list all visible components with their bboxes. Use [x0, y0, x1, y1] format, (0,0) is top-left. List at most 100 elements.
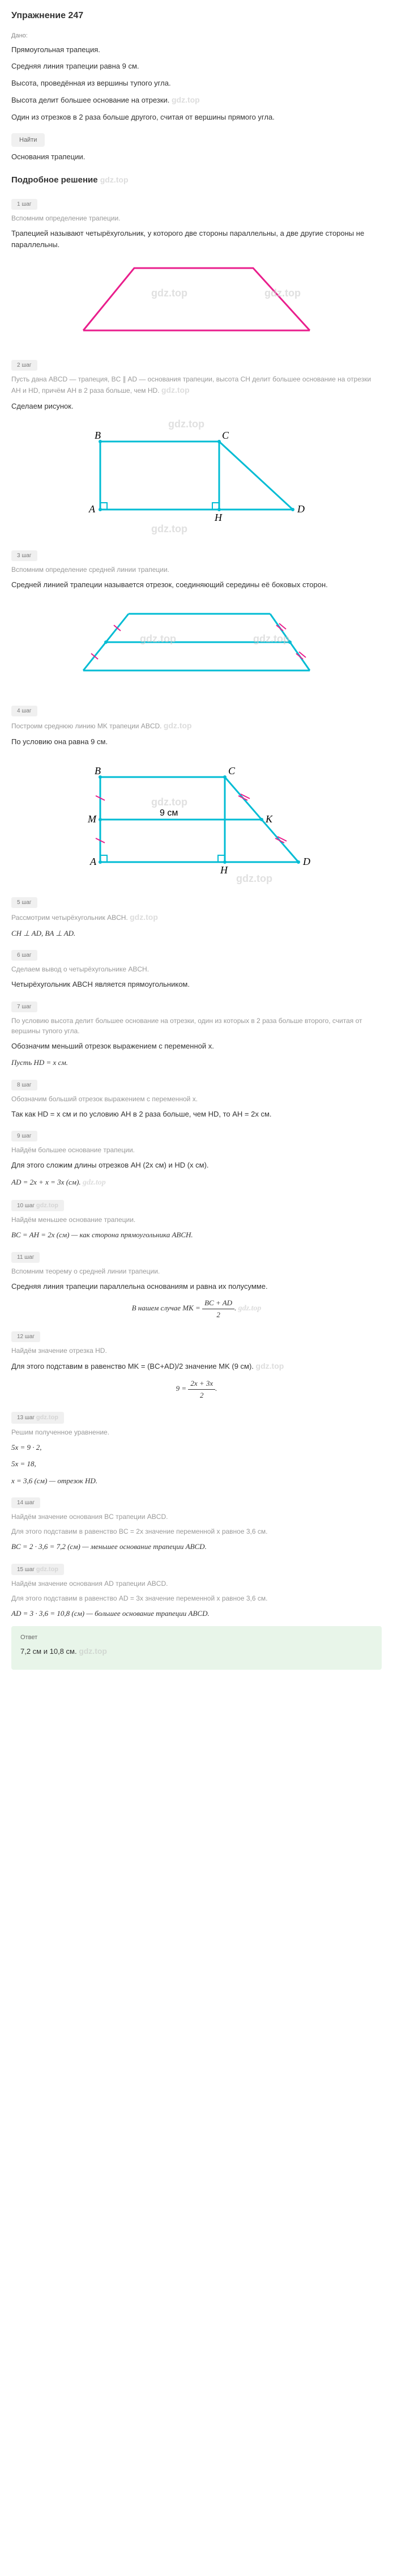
step-badge: 3 шаг — [11, 550, 37, 561]
step-grey: Найдём значение основания AD трапеции AB… — [11, 1578, 382, 1589]
step-text: Для этого подставим в равенство BC = 2x … — [11, 1526, 382, 1537]
svg-text:B: B — [95, 765, 101, 776]
step-badge: 12 шаг — [11, 1331, 40, 1342]
step-text: 5x = 9 · 2, — [11, 1442, 382, 1453]
step-grey: Решим полученное уравнение. — [11, 1427, 382, 1437]
given-line: Один из отрезков в 2 раза больше другого… — [11, 112, 382, 123]
step-text: Четырёхугольник ABCH является прямоуголь… — [11, 979, 382, 990]
watermark: gdz.top — [256, 1361, 284, 1370]
step-text: Сделаем рисунок. — [11, 401, 382, 412]
svg-text:D: D — [297, 503, 305, 515]
figure-trapezoid-pink: gdz.top gdz.top — [66, 257, 327, 347]
watermark: gdz.top — [79, 1646, 107, 1656]
svg-text:M: M — [87, 813, 97, 825]
step-text: Для этого сложим длины отрезков AH (2x с… — [11, 1160, 382, 1171]
step-text: Средней линией трапеции называется отрез… — [11, 579, 382, 591]
step-extra: BC = 2 · 3,6 = 7,2 (см) — меньшее основа… — [11, 1541, 382, 1552]
formula-mk: В нашем случае MK = BC + AD2. gdz.top — [11, 1297, 382, 1320]
svg-text:gdz.top: gdz.top — [253, 633, 289, 644]
watermark: gdz.top — [238, 1304, 262, 1313]
svg-text:A: A — [88, 503, 96, 515]
watermark: gdz.top — [161, 385, 190, 394]
step-badge: 10 шаг gdz.top — [11, 1200, 64, 1212]
step-text: CH ⊥ AD, BA ⊥ AD. — [11, 928, 382, 939]
svg-text:9 см: 9 см — [160, 808, 178, 818]
step-grey: Найдём значение отрезка HD. — [11, 1346, 382, 1356]
svg-text:B: B — [95, 430, 101, 441]
watermark: gdz.top — [164, 721, 192, 730]
watermark: gdz.top — [83, 1178, 106, 1187]
step-badge: 6 шаг — [11, 950, 37, 961]
step-badge: 2 шаг — [11, 360, 37, 371]
answer-box: Ответ 7,2 см и 10,8 см. gdz.top — [11, 1626, 382, 1670]
step-extra: 5x = 18, — [11, 1458, 382, 1470]
step-text: Трапецией называют четырёхугольник, у ко… — [11, 228, 382, 250]
watermark: gdz.top — [36, 1566, 58, 1573]
watermark: gdz.top — [100, 175, 129, 184]
answer-text: 7,2 см и 10,8 см. gdz.top — [20, 1645, 373, 1657]
svg-text:A: A — [89, 856, 97, 867]
watermark: gdz.top — [36, 1202, 58, 1209]
step-grey: Построим среднюю линию MK трапеции ABCD.… — [11, 720, 382, 732]
step-extra: AD = 3 · 3,6 = 10,8 (см) — большее основ… — [11, 1608, 382, 1619]
figure-abcd-h: gdz.top A B C D H gdz.top — [66, 419, 327, 538]
given-line: Высота делит большее основание на отрезк… — [11, 94, 382, 106]
figure-trapezoid-midline: gdz.top gdz.top — [66, 597, 327, 693]
step-badge: 5 шаг — [11, 897, 37, 908]
svg-text:C: C — [222, 430, 229, 441]
step-extra: AD = 2x + x = 3x (см). gdz.top — [11, 1177, 382, 1189]
step-grey: Пусть дана ABCD — трапеция, BC ∥ AD — ос… — [11, 374, 382, 396]
step-text: Обозначим меньший отрезок выражением с п… — [11, 1041, 382, 1052]
step-text: Для этого подставим в равенство MK = (BC… — [11, 1360, 382, 1372]
step-badge: 9 шаг — [11, 1131, 37, 1141]
given-line: Прямоугольная трапеция. — [11, 44, 382, 56]
figure-abcd-mk: A B C D H M K 9 см gdz.top gdz.top — [66, 754, 327, 885]
given-line: Высота, проведённая из вершины тупого уг… — [11, 78, 382, 89]
find-text: Основания трапеции. — [11, 151, 382, 163]
step-extra: Пусть HD = x см. — [11, 1057, 382, 1068]
svg-text:gdz.top: gdz.top — [236, 873, 272, 884]
svg-text:gdz.top: gdz.top — [264, 287, 301, 299]
step-text: BC = AH = 2x (см) — как сторона прямоуго… — [11, 1229, 382, 1241]
step-grey: По условию высота делит большее основани… — [11, 1016, 382, 1036]
step-badge: 14 шаг — [11, 1497, 40, 1508]
step-text: Для этого подставим в равенство AD = 3x … — [11, 1593, 382, 1603]
given-label: Дано: — [11, 31, 28, 41]
given-line: Средняя линия трапеции равна 9 см. — [11, 61, 382, 72]
step-badge: 8 шаг — [11, 1080, 37, 1090]
svg-text:H: H — [214, 512, 223, 523]
answer-label: Ответ — [20, 1633, 373, 1643]
step-text: По условию она равна 9 см. — [11, 736, 382, 748]
step-badge: 15 шаг gdz.top — [11, 1564, 64, 1576]
step-grey: Обозначим больший отрезок выражением с п… — [11, 1094, 382, 1104]
svg-text:C: C — [228, 765, 236, 776]
svg-text:gdz.top: gdz.top — [140, 633, 176, 644]
step-grey: Вспомним определение трапеции. — [11, 213, 382, 223]
svg-text:gdz.top: gdz.top — [151, 287, 187, 299]
svg-text:K: K — [265, 813, 273, 825]
step-badge: 1 шаг — [11, 199, 37, 210]
step-text: Средняя линия трапеции параллельна основ… — [11, 1281, 382, 1292]
step-grey: Найдём меньшее основание трапеции. — [11, 1215, 382, 1225]
step-grey: Вспомним теорему о средней линии трапеци… — [11, 1266, 382, 1276]
step-badge: 7 шаг — [11, 1001, 37, 1012]
svg-text:gdz.top: gdz.top — [168, 419, 204, 430]
step-grey: Найдём значение основания BC трапеции AB… — [11, 1512, 382, 1522]
step-text: Так как HD = x см и по условию AH в 2 ра… — [11, 1109, 382, 1120]
find-button[interactable]: Найти — [11, 133, 45, 147]
step-badge: 13 шаг gdz.top — [11, 1412, 64, 1424]
step-badge: 4 шаг — [11, 706, 37, 716]
step-grey: Рассмотрим четырёхугольник ABCH. gdz.top — [11, 911, 382, 923]
svg-text:D: D — [302, 856, 310, 867]
formula-9: 9 = 2x + 3x2. — [11, 1378, 382, 1401]
step-badge: 11 шаг — [11, 1252, 40, 1263]
step-extra2: x = 3,6 (см) — отрезок HD. — [11, 1475, 382, 1487]
step-grey: Вспомним определение средней линии трапе… — [11, 565, 382, 575]
svg-text:gdz.top: gdz.top — [151, 523, 187, 534]
svg-text:H: H — [220, 864, 228, 876]
exercise-title: Упражнение 247 — [11, 9, 382, 23]
step-grey: Найдём большее основание трапеции. — [11, 1145, 382, 1155]
detailed-solution-title: Подробное решение gdz.top — [11, 174, 382, 187]
watermark: gdz.top — [36, 1414, 58, 1421]
watermark: gdz.top — [130, 913, 158, 922]
